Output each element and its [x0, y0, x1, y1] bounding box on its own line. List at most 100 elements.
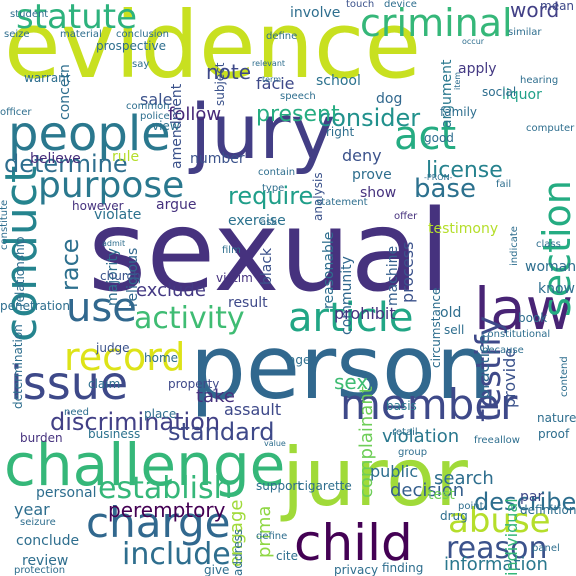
word-film: film — [222, 245, 241, 256]
word-social: social — [482, 85, 517, 99]
word-privacy: privacy — [334, 563, 379, 576]
word-view: view — [152, 119, 180, 133]
word-business: business — [88, 427, 141, 441]
word-point: point — [458, 501, 484, 512]
word-contend: contend — [559, 356, 570, 397]
word-protection: protection — [14, 565, 66, 576]
word-apply: apply — [458, 61, 497, 77]
word-member: member — [340, 380, 518, 429]
word-involve: involve — [290, 5, 341, 21]
word-item: item — [453, 71, 462, 90]
word-par: par — [520, 489, 544, 505]
word-base: base — [414, 174, 476, 204]
word-place: place — [144, 407, 177, 421]
word-group: group — [398, 447, 428, 458]
word-term: term — [262, 75, 281, 84]
word-seizure: seizure — [20, 517, 56, 528]
word-practice: practice — [474, 334, 493, 399]
word-liquor: liquor — [502, 87, 542, 103]
word-basis: basis — [386, 399, 417, 413]
word-peremptory: peremptory — [108, 498, 226, 522]
word-prospective: prospective — [96, 39, 167, 53]
word-woman: woman — [525, 259, 576, 275]
word-challenge: challenge — [4, 431, 286, 499]
word-seize: seize — [4, 29, 30, 40]
word-number: number — [190, 151, 245, 167]
word-burden: burden — [20, 431, 63, 445]
word-result: result — [228, 295, 268, 311]
word-record: record — [64, 335, 186, 379]
word-age: age — [288, 353, 311, 367]
word-officer: officer — [0, 107, 32, 118]
word-claim: claim — [88, 377, 121, 391]
word-public: public — [370, 462, 419, 481]
word-complainant: complainant — [356, 386, 377, 498]
word-facie: facie — [256, 74, 295, 93]
word-decision: decision — [390, 480, 465, 501]
word-present: present — [256, 102, 340, 127]
word-conclude: conclude — [16, 533, 80, 549]
word-search: search — [434, 468, 494, 489]
word-subject: subject — [213, 62, 227, 107]
word-include: include — [122, 537, 231, 572]
word-retail: retail — [392, 427, 418, 438]
word-ask: ask — [260, 217, 278, 228]
word-good: good — [424, 131, 454, 145]
word-abuse: abuse — [448, 501, 551, 541]
word-statute: statute — [16, 0, 138, 37]
word-process: process — [398, 241, 417, 303]
word-sell: sell — [444, 323, 465, 337]
word-speech: speech — [280, 91, 316, 102]
word-black: black — [259, 247, 275, 285]
word-assault: assault — [224, 400, 282, 419]
word-violate: violate — [94, 207, 142, 223]
word-determine: determine — [4, 150, 128, 178]
word-define: define — [256, 531, 288, 542]
word-finding: finding — [382, 561, 424, 575]
word-determination: determination — [11, 324, 25, 409]
word-right: right — [326, 125, 355, 139]
word-relationship: relationship — [13, 236, 27, 307]
word-cite: cite — [276, 549, 299, 563]
word-book: book — [518, 311, 548, 325]
word-allow: allow — [494, 435, 520, 446]
word-act: act — [394, 113, 457, 159]
word-information: information — [444, 554, 548, 575]
word-type: type — [262, 183, 285, 194]
word-old: old — [440, 305, 462, 321]
word-know: know — [538, 281, 575, 297]
word-describe: describe — [474, 488, 576, 516]
word-class: class — [536, 239, 561, 250]
word-juror: juror — [282, 431, 468, 524]
word-standard: standard — [168, 418, 275, 446]
word-follow: follow — [168, 104, 222, 125]
word-person: person — [190, 316, 492, 419]
word-sale: sale — [140, 90, 173, 109]
word-address: address — [231, 528, 245, 576]
word-provide: provide — [500, 347, 519, 408]
word-occur: occur — [462, 37, 485, 46]
word-consider: consider — [318, 104, 421, 132]
word-material: material — [60, 29, 102, 40]
word-touch: touch — [346, 0, 375, 10]
word-law: law — [474, 275, 574, 343]
word-exclude: exclude — [136, 280, 206, 301]
word-drug: drug — [440, 509, 468, 523]
word-student: student — [10, 9, 49, 20]
word-give: give — [204, 563, 230, 576]
word-child: child — [294, 514, 413, 572]
word-reasonable: reasonable — [321, 231, 337, 309]
word-require: require — [228, 182, 314, 210]
word-admit: admit — [102, 239, 126, 248]
word-believe: believe — [30, 151, 81, 167]
word-proof: proof — [538, 427, 570, 441]
word-sex: sex — [334, 370, 369, 394]
word-race: race — [56, 238, 84, 291]
word-prohibit: prohibit — [334, 304, 396, 323]
word-constitute: constitute — [0, 199, 10, 250]
word-year: year — [14, 500, 50, 519]
word-test: test — [428, 487, 455, 503]
word-discrimination: discrimination — [50, 408, 221, 436]
word-say: say — [132, 59, 150, 70]
